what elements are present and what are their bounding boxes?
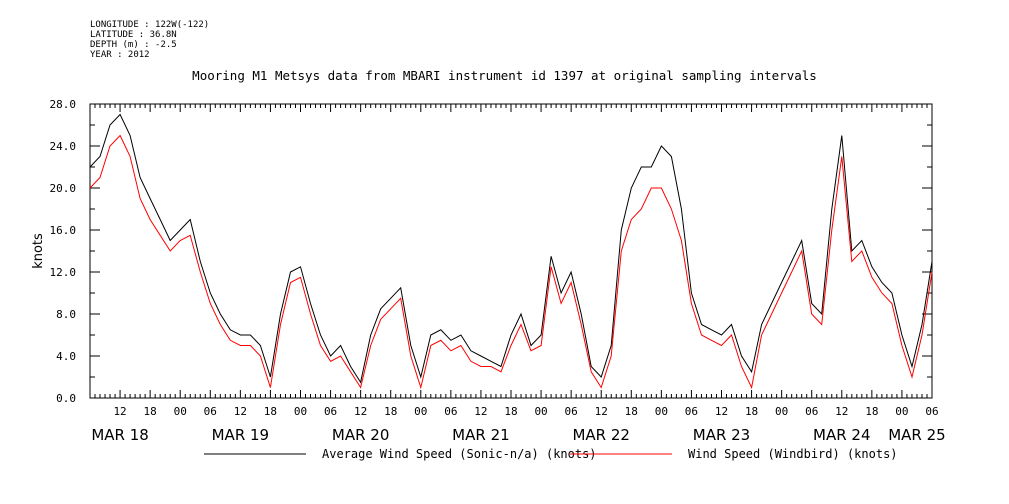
y-tick-label: 16.0	[50, 224, 77, 237]
x-tick-label: 00	[895, 405, 908, 418]
x-tick-label: 06	[324, 405, 337, 418]
x-tick-label: 06	[204, 405, 217, 418]
legend: Average Wind Speed (Sonic-n/a) (knots) W…	[204, 447, 898, 461]
depth-text: DEPTH (m) : -2.5	[90, 40, 177, 50]
x-tick-label: 18	[144, 405, 157, 418]
y-tick-label: 28.0	[50, 98, 77, 111]
x-tick-label: 18	[504, 405, 517, 418]
x-tick-label: 18	[745, 405, 758, 418]
series-line-sonic	[89, 113, 933, 384]
x-day-label: MAR 22	[572, 426, 629, 444]
x-tick-label: 12	[715, 405, 728, 418]
series-lines	[89, 113, 933, 390]
y-tick-label: 0.0	[56, 392, 76, 405]
y-tick-label: 4.0	[56, 350, 76, 363]
legend-label-sonic: Average Wind Speed (Sonic-n/a) (knots)	[322, 447, 597, 461]
x-tick-label: 00	[655, 405, 668, 418]
x-tick-label: 12	[474, 405, 487, 418]
x-tick-label: 12	[595, 405, 608, 418]
y-tick-label: 24.0	[50, 140, 77, 153]
x-tick-label: 12	[234, 405, 247, 418]
x-tick-label: 06	[685, 405, 698, 418]
y-axis: 0.0 4.0 8.0 12.0 16.0 20.0 24.0 28.0	[50, 98, 932, 405]
x-tick-label: 00	[414, 405, 427, 418]
x-tick-label: 06	[444, 405, 457, 418]
x-tick-label: 18	[865, 405, 878, 418]
series-line-windbird	[89, 134, 933, 390]
x-tick-label: 06	[925, 405, 938, 418]
plot-frame	[89, 103, 933, 399]
x-day-label: MAR 19	[212, 426, 269, 444]
x-day-label: MAR 24	[813, 426, 870, 444]
x-tick-label: 06	[805, 405, 818, 418]
y-axis-label: knots	[31, 233, 46, 269]
x-day-label: MAR 21	[452, 426, 509, 444]
x-day-label: MAR 23	[693, 426, 750, 444]
year-text: YEAR : 2012	[90, 50, 150, 60]
x-tick-label: 06	[565, 405, 578, 418]
x-tick-label: 00	[294, 405, 307, 418]
x-tick-label: 18	[264, 405, 277, 418]
x-tick-label: 00	[534, 405, 547, 418]
latitude-text: LATITUDE : 36.8N	[90, 30, 177, 40]
y-tick-label: 8.0	[56, 308, 76, 321]
x-tick-label: 00	[174, 405, 187, 418]
longitude-text: LONGITUDE : 122W(-122)	[90, 20, 210, 30]
x-tick-label: 00	[775, 405, 788, 418]
legend-label-windbird: Wind Speed (Windbird) (knots)	[688, 447, 898, 461]
x-tick-label: 18	[625, 405, 638, 418]
x-tick-label: 12	[835, 405, 848, 418]
x-day-label: MAR 18	[91, 426, 148, 444]
y-tick-label: 12.0	[50, 266, 77, 279]
x-tick-label: 12	[113, 405, 126, 418]
x-tick-label: 12	[354, 405, 367, 418]
metadata-header: LONGITUDE : 122W(-122) LATITUDE : 36.8N …	[90, 20, 209, 60]
x-day-label: MAR 25	[888, 426, 945, 444]
y-tick-label: 20.0	[50, 182, 77, 195]
x-axis: 12 18 00 06 12 18 00 06 12 18 00 06 12 18 00 06 12 18 00 06…	[89, 104, 946, 444]
chart-title: Mooring M1 Metsys data from MBARI instru…	[192, 68, 817, 83]
x-tick-label: 18	[384, 405, 397, 418]
x-day-label: MAR 20	[332, 426, 389, 444]
